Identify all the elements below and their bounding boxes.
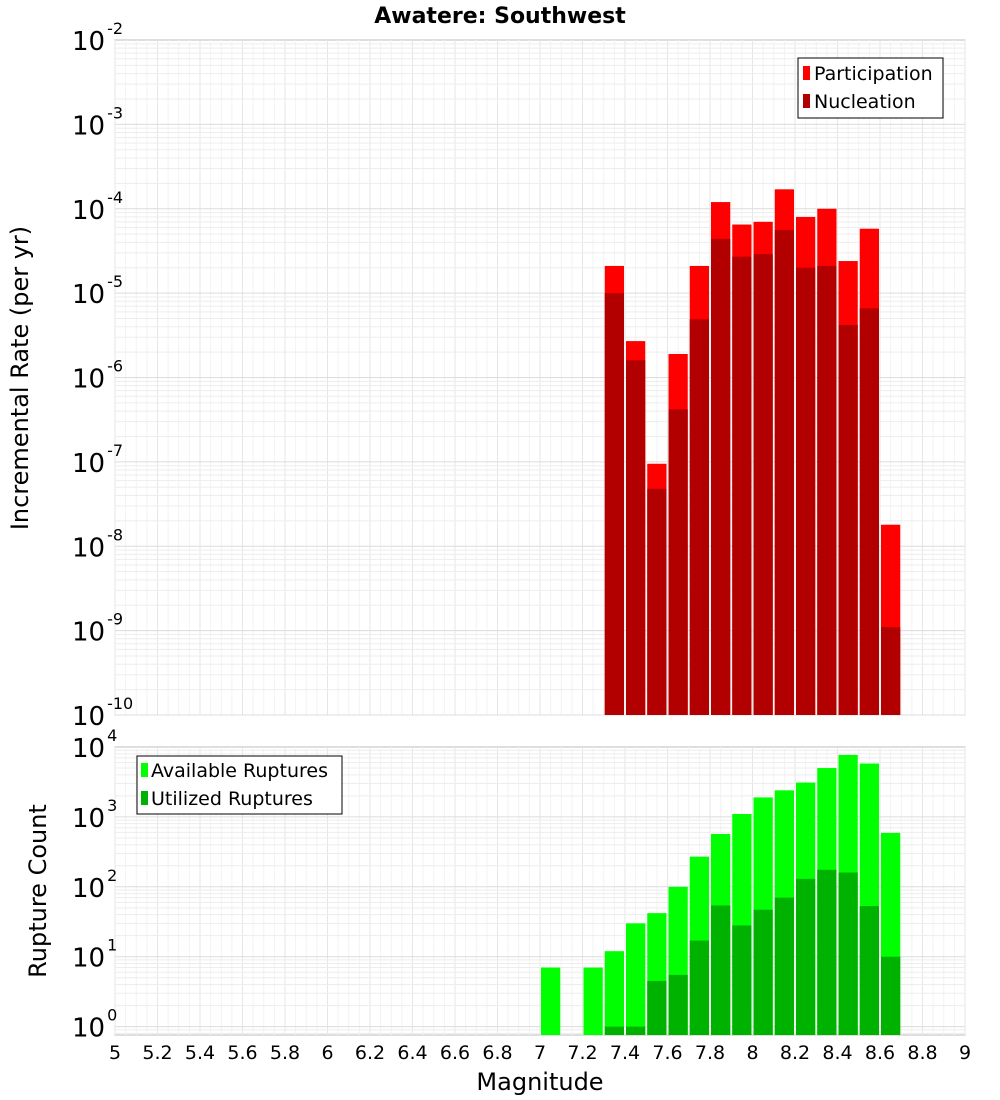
x-tick-label: 6.4 (397, 1042, 427, 1064)
bottom-bar-series2 (604, 1026, 624, 1035)
top-y-tick-label: 10 -10 (72, 694, 133, 732)
x-tick-label: 9 (959, 1042, 971, 1064)
bottom-bar-series2 (881, 956, 901, 1035)
bottom-bar-series2 (796, 878, 816, 1035)
bottom-legend-label-available: Available Ruptures (151, 760, 328, 782)
bottom-legend-swatch-available (141, 763, 148, 777)
x-tick-label: 7 (534, 1042, 546, 1064)
top-y-tick-label: 10 -2 (72, 19, 123, 57)
x-ticks: 5 5.2 5.4 5.6 5.8 6 6.2 6.4 6.6 6.8 7 7.2 7.4 7.6 7.8 8… (109, 1042, 971, 1064)
x-tick-label: 8.6 (865, 1042, 895, 1064)
x-tick-label: 7.8 (695, 1042, 725, 1064)
top-bar-series2 (796, 267, 816, 715)
top-legend-swatch-nucleation (803, 94, 810, 108)
bottom-bar-series2 (668, 974, 688, 1035)
bottom-y-tick-label: 10 3 (72, 796, 117, 834)
bottom-bar-series1 (626, 923, 646, 1035)
x-tick-label: 7.2 (567, 1042, 597, 1064)
top-bar-series2 (753, 254, 773, 715)
bottom-bars (541, 754, 901, 1035)
chart-title: Awatere: Southwest (374, 4, 626, 29)
top-bar-series2 (838, 324, 858, 715)
top-y-tick-label: 10 -6 (72, 357, 123, 395)
top-y-tick-label: 10 -7 (72, 441, 123, 479)
bottom-bar-series2 (859, 906, 879, 1035)
top-legend-label-nucleation: Nucleation (814, 91, 916, 113)
bottom-y-tick-label: 10 2 (72, 866, 117, 904)
top-legend: Participation Nucleation (797, 57, 944, 119)
top-bar-series2 (859, 308, 879, 715)
bottom-y-axis-label: Rupture Count (24, 804, 52, 978)
bottom-legend: Available Ruptures Utilized Ruptures (136, 755, 343, 815)
bottom-bar-series2 (689, 940, 709, 1035)
x-tick-label: 7.4 (610, 1042, 640, 1064)
top-bar-series2 (817, 265, 837, 715)
top-legend-swatch-participation (803, 66, 810, 80)
bottom-legend-label-utilized: Utilized Ruptures (151, 788, 313, 810)
x-axis-label: Magnitude (476, 1068, 603, 1096)
x-tick-label: 5.4 (185, 1042, 215, 1064)
x-tick-label: 7.6 (652, 1042, 682, 1064)
top-y-axis-label: Incremental Rate (per yr) (6, 226, 34, 530)
x-tick-label: 6.2 (355, 1042, 385, 1064)
top-legend-label-participation: Participation (814, 63, 933, 85)
top-bar-series2 (732, 256, 752, 715)
bottom-bar-series2 (817, 869, 837, 1035)
x-tick-label: 8.4 (822, 1042, 852, 1064)
top-bar-series2 (647, 488, 667, 715)
top-y-tick-label: 10 -4 (72, 188, 123, 226)
bottom-bar-series2 (732, 925, 752, 1035)
top-y-tick-label: 10 -5 (72, 272, 123, 310)
top-plot: 10-10 10-9 10-8 10-7 10-6 10-5 10-4 10-3 10-2 In… (6, 19, 966, 732)
top-bars (604, 189, 901, 716)
x-tick-label: 5.8 (270, 1042, 300, 1064)
x-tick-label: 8.2 (780, 1042, 810, 1064)
top-bar-series2 (668, 409, 688, 715)
top-y-tick-label: 10 -8 (72, 525, 123, 563)
x-tick-label: 6.6 (440, 1042, 470, 1064)
bottom-legend-box (136, 755, 343, 815)
x-tick-label: 8 (746, 1042, 758, 1064)
top-bar-series2 (711, 238, 731, 715)
x-tick-label: 6 (321, 1042, 333, 1064)
top-bar-series2 (689, 319, 709, 715)
bottom-bar-series1 (583, 967, 603, 1035)
top-bar-series2 (774, 229, 794, 715)
bottom-legend-swatch-utilized (141, 791, 148, 805)
top-bar-series2 (881, 627, 901, 715)
top-y-tick-label: 10 -9 (72, 610, 123, 648)
bottom-bar-series1 (604, 951, 624, 1035)
bottom-bar-series2 (626, 1026, 646, 1035)
bottom-bar-series1 (541, 967, 561, 1035)
top-y-tick-label: 10 -3 (72, 103, 123, 141)
bottom-bar-series2 (838, 872, 858, 1035)
x-tick-label: 6.8 (482, 1042, 512, 1064)
bottom-bar-series2 (774, 897, 794, 1035)
x-tick-label: 8.8 (907, 1042, 937, 1064)
bottom-y-tick-label: 10 1 (72, 936, 117, 974)
top-legend-box (797, 57, 944, 119)
top-grid (114, 40, 966, 716)
bottom-y-tick-label: 10 4 (72, 726, 117, 764)
bottom-y-tick-label: 10 0 (72, 1006, 117, 1044)
x-tick-label: 5 (109, 1042, 121, 1064)
top-bar-series2 (626, 360, 646, 715)
top-bar-series2 (604, 293, 624, 715)
x-tick-label: 5.2 (142, 1042, 172, 1064)
x-tick-label: 5.6 (227, 1042, 257, 1064)
top-y-ticks: 10-10 10-9 10-8 10-7 10-6 10-5 10-4 10-3 10-2 (72, 19, 133, 732)
bottom-bar-series2 (647, 980, 667, 1035)
bottom-bar-series2 (753, 909, 773, 1035)
bottom-bar-series2 (711, 905, 731, 1035)
